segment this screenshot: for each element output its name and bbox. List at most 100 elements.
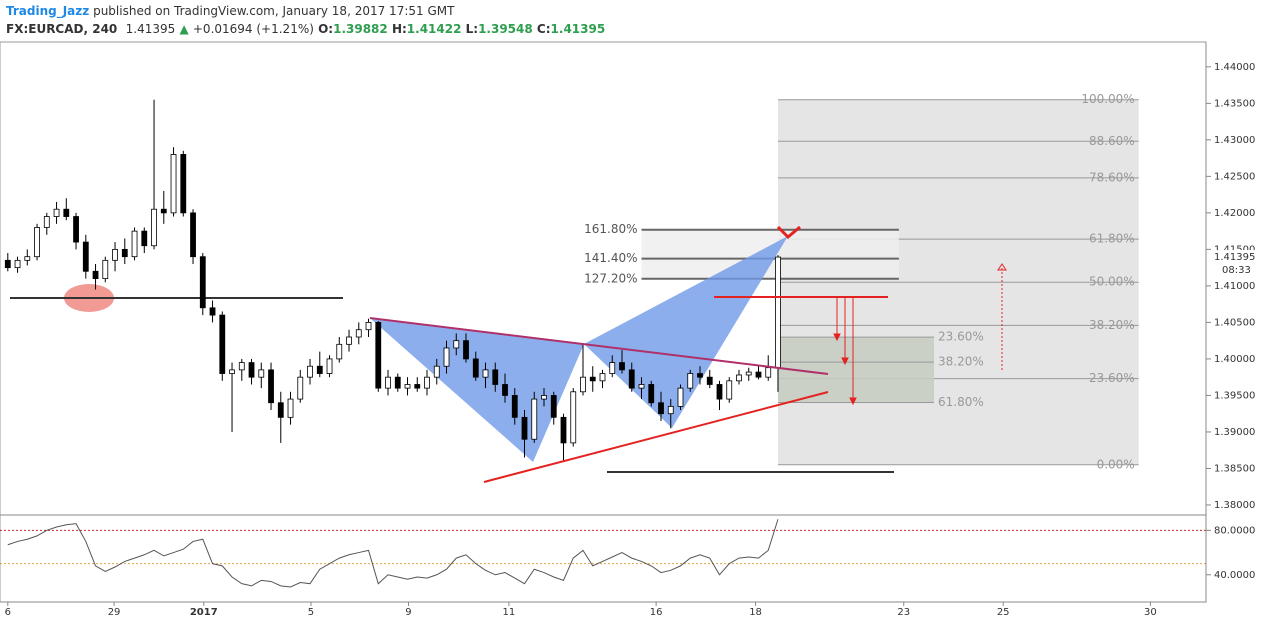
candle-body bbox=[375, 322, 382, 389]
trend-line bbox=[483, 391, 829, 483]
y-tick-label: 1.43500 bbox=[1214, 98, 1255, 109]
candle-body bbox=[492, 369, 499, 385]
close: 1.41395 bbox=[550, 22, 606, 36]
rsi-line bbox=[7, 519, 779, 588]
x-tick-label: 5 bbox=[308, 607, 314, 618]
candle-body bbox=[755, 371, 762, 378]
candle-body bbox=[297, 376, 304, 400]
y-tick-label: 1.40500 bbox=[1214, 317, 1255, 328]
candle-body bbox=[726, 380, 733, 400]
candle-body bbox=[73, 216, 79, 243]
x-tick-label: 9 bbox=[405, 607, 411, 618]
last-price: 1.41395 bbox=[1214, 252, 1255, 263]
y-tick-label: 1.38500 bbox=[1214, 463, 1255, 474]
fib-label: 23.60% bbox=[938, 330, 984, 344]
fib-label: 23.60% bbox=[1089, 371, 1135, 385]
candle-body bbox=[160, 208, 167, 214]
candle-body bbox=[238, 362, 245, 371]
candle-body bbox=[463, 340, 469, 360]
y-tick-label: 1.39500 bbox=[1214, 390, 1255, 401]
candle-body bbox=[697, 373, 703, 378]
candle-body bbox=[648, 384, 655, 404]
candle-body bbox=[550, 395, 557, 418]
candle-body bbox=[170, 154, 177, 214]
candle-body bbox=[4, 259, 11, 269]
candle-body bbox=[453, 340, 460, 349]
candle-body bbox=[82, 241, 89, 272]
candle-body bbox=[667, 405, 674, 415]
fib-label: 100.00% bbox=[1081, 92, 1134, 106]
candle-body bbox=[287, 398, 294, 418]
candle-body bbox=[180, 154, 187, 214]
fib-label: 88.60% bbox=[1089, 134, 1135, 148]
y-tick-label: 1.41500 bbox=[1214, 244, 1255, 255]
target-arrows bbox=[833, 298, 857, 406]
c-label: C: bbox=[536, 22, 551, 36]
rsi-tick-label: 80.0000 bbox=[1214, 525, 1255, 536]
x-tick-label: 18 bbox=[749, 607, 762, 618]
candle-body bbox=[570, 391, 577, 444]
candle-body bbox=[34, 227, 40, 258]
candle-body bbox=[24, 256, 31, 261]
fib-label: 141.40% bbox=[584, 251, 637, 265]
candle-body bbox=[482, 369, 489, 378]
candle-body bbox=[736, 374, 742, 382]
rsi-tick-label: 40.0000 bbox=[1214, 570, 1255, 581]
y-tick-label: 1.40000 bbox=[1214, 354, 1255, 365]
candle-body bbox=[53, 208, 60, 217]
candle-body bbox=[394, 376, 401, 389]
candle-body bbox=[716, 384, 723, 400]
fib-label: 61.80% bbox=[1089, 232, 1135, 246]
candle-body bbox=[521, 416, 528, 440]
countdown: 08:33 bbox=[1222, 265, 1251, 276]
fib-box bbox=[777, 337, 934, 403]
candle-body bbox=[502, 384, 508, 396]
fib-label: 38.20% bbox=[1089, 318, 1135, 332]
candle-body bbox=[199, 256, 206, 309]
candle-body bbox=[190, 212, 196, 258]
y-tick-label: 1.38000 bbox=[1214, 500, 1255, 511]
x-tick-label: 25 bbox=[997, 607, 1010, 618]
header: Trading_Jazz published on TradingView.co… bbox=[6, 4, 606, 36]
change: +0.01694 (+1.21%) bbox=[192, 22, 314, 36]
reversal-mark bbox=[776, 225, 801, 240]
candle-body bbox=[609, 362, 616, 374]
candle-body bbox=[307, 365, 313, 378]
candle-body bbox=[219, 314, 226, 374]
candle-body bbox=[92, 270, 99, 279]
candle-body bbox=[589, 376, 596, 382]
candle-body bbox=[414, 384, 421, 389]
author[interactable]: Trading_Jazz bbox=[6, 4, 90, 18]
y-tick-label: 1.42000 bbox=[1214, 208, 1255, 219]
candle-body bbox=[706, 376, 713, 385]
candle-body bbox=[385, 376, 391, 389]
candle-body bbox=[404, 384, 411, 389]
x-tick-label: 30 bbox=[1144, 607, 1157, 618]
y-tick-label: 1.43000 bbox=[1214, 135, 1255, 146]
candle-body bbox=[424, 376, 430, 389]
candle-body bbox=[151, 208, 157, 247]
candle-body bbox=[687, 373, 694, 389]
candle-body bbox=[775, 256, 781, 368]
projection-arrow-head bbox=[997, 263, 1007, 271]
y-tick-label: 1.42500 bbox=[1214, 171, 1255, 182]
candle-body bbox=[443, 347, 450, 367]
x-tick-label: 11 bbox=[503, 607, 516, 618]
candle-body bbox=[531, 398, 538, 440]
candle-body bbox=[560, 416, 567, 444]
candle-body bbox=[599, 373, 606, 382]
candle-body bbox=[209, 307, 216, 316]
high: 1.41422 bbox=[406, 22, 462, 36]
candle-body bbox=[638, 384, 645, 389]
candle-body bbox=[336, 343, 343, 360]
pattern-triangle bbox=[584, 236, 788, 428]
x-tick-label: 6 bbox=[5, 607, 11, 618]
published: published on TradingView.com, January 18… bbox=[93, 4, 455, 18]
candle-body bbox=[131, 230, 138, 258]
candle-body bbox=[14, 259, 21, 269]
trend-line bbox=[369, 317, 829, 375]
last-price-box bbox=[1207, 250, 1264, 277]
candle-body bbox=[112, 248, 118, 261]
